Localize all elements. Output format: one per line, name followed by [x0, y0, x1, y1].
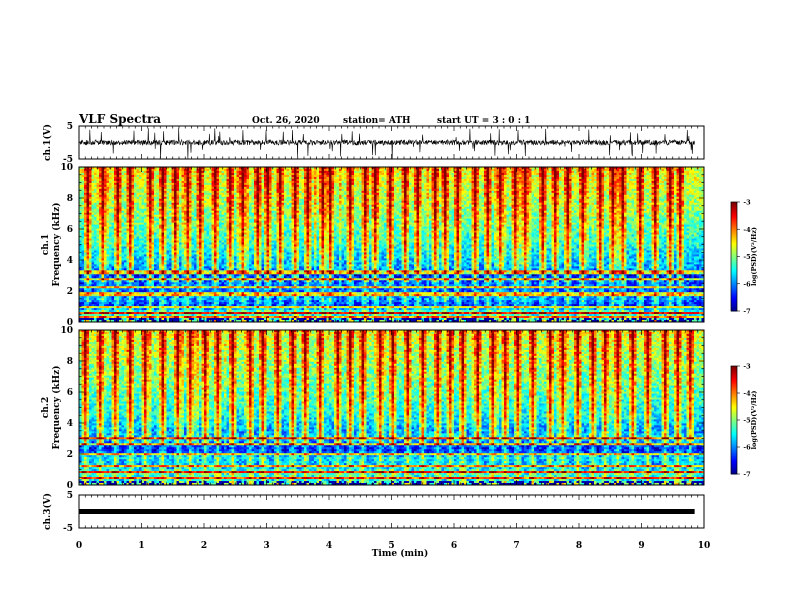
date-label: Oct. 26, 2020 — [252, 116, 320, 126]
spectrogram-image — [79, 167, 704, 322]
start-time-label: start UT = 3 : 0 : 1 — [437, 116, 530, 126]
station-label: station= ATH — [343, 116, 411, 126]
y-axis-label: ch.1(V) — [42, 124, 53, 161]
ch1-waveform-panel: 5-5ch.1(V) — [42, 122, 704, 165]
figure-title: VLF Spectra — [78, 112, 161, 126]
y-tick-label: 5 — [67, 122, 73, 132]
ch1-waveform-trace — [79, 128, 695, 159]
